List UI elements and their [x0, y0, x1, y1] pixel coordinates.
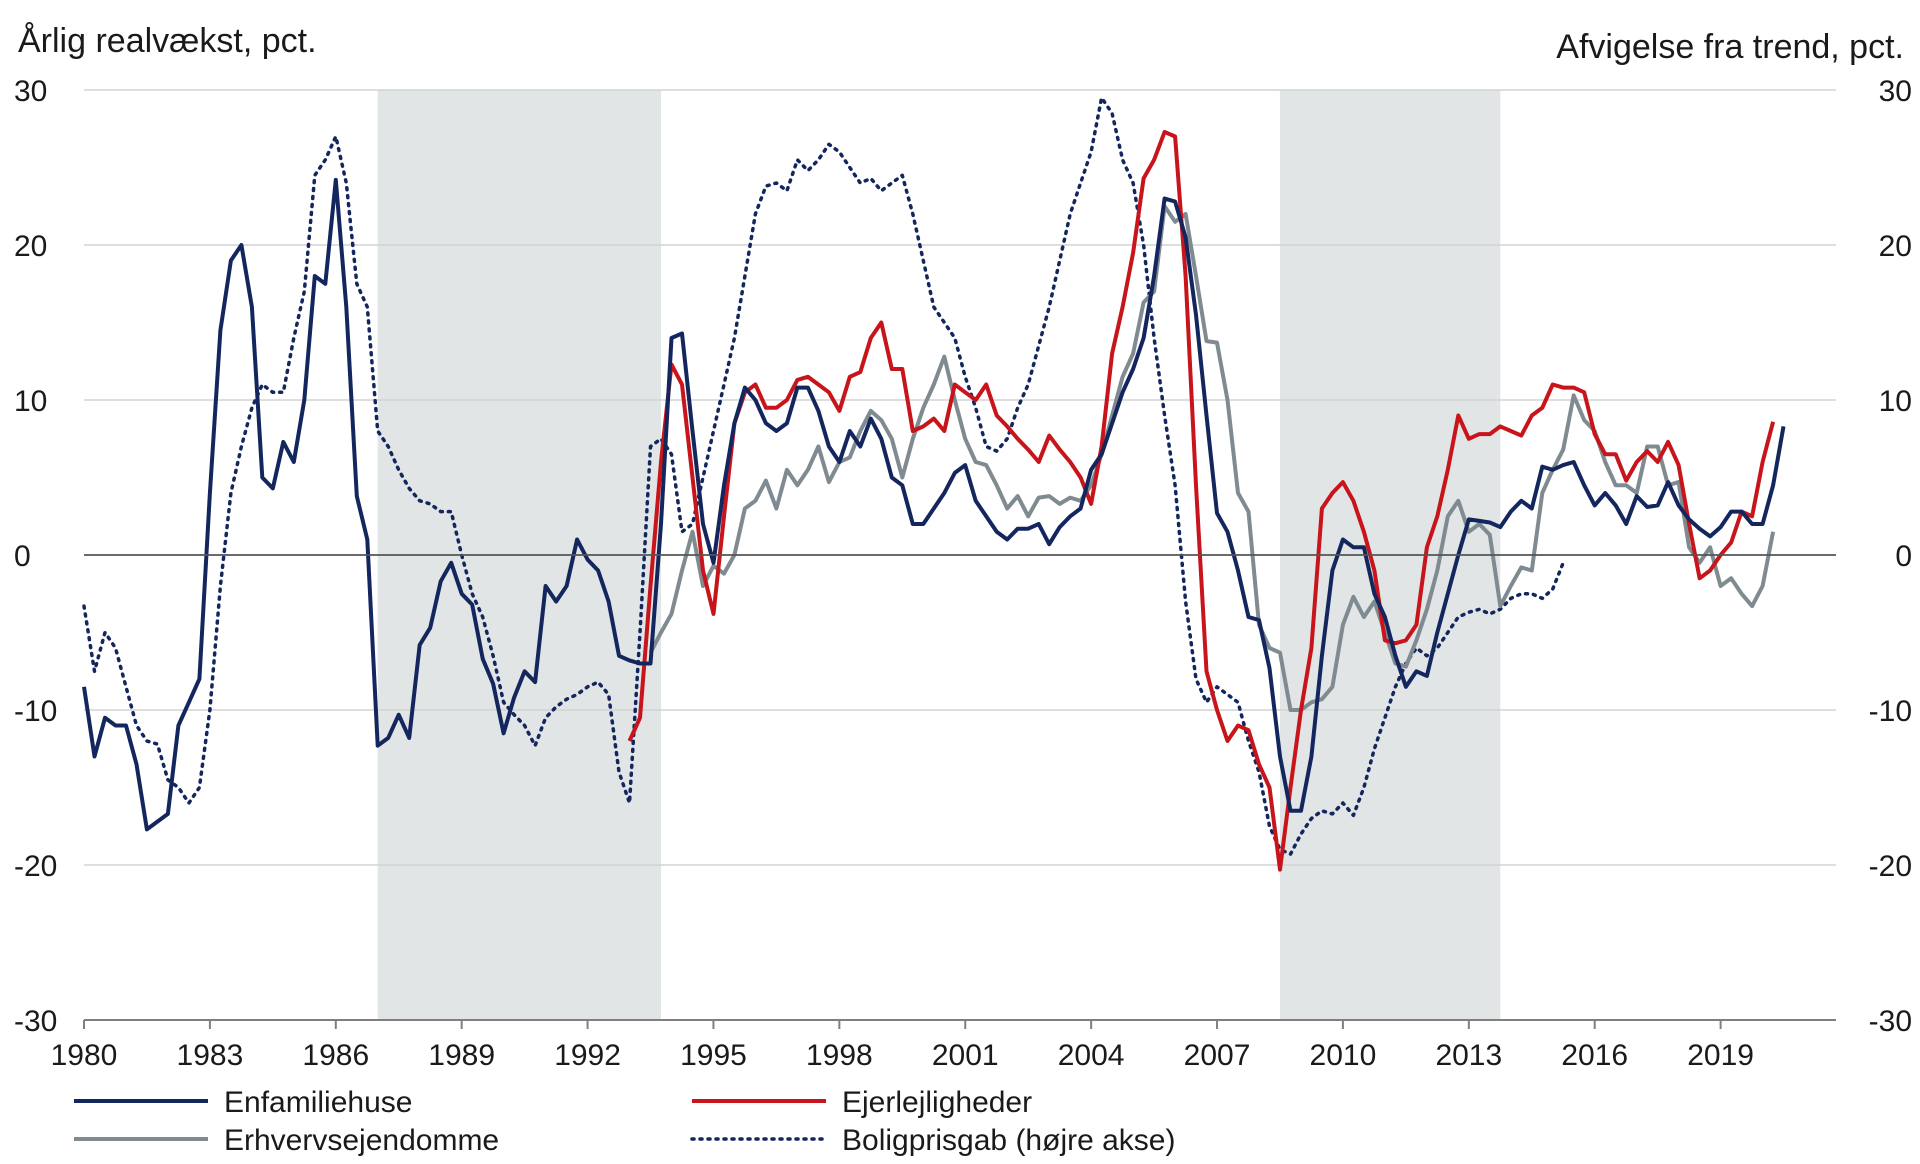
- x-tick-label: 1992: [554, 1039, 621, 1072]
- y-left-tick-label: 20: [14, 230, 47, 263]
- gridlines: [84, 89, 1836, 866]
- x-tick-label: 2019: [1687, 1039, 1754, 1072]
- series-ejerlejligheder-line: [627, 129, 1776, 872]
- x-tick-label: 2010: [1310, 1039, 1377, 1072]
- y-right-tick-label: -20: [1869, 850, 1912, 883]
- legend: Enfamiliehuse Ejerlejligheder Erhvervsejen…: [74, 1086, 1175, 1157]
- y-right-tick-label: 10: [1879, 385, 1912, 418]
- y-right-tick-label: 30: [1879, 75, 1912, 108]
- left-axis-title: Årlig realvækst, pct.: [18, 22, 317, 60]
- x-tick-label: 2013: [1435, 1039, 1502, 1072]
- y-right-tick-label: -30: [1869, 1005, 1912, 1038]
- legend-label: Boligprisgab (højre akse): [842, 1124, 1175, 1157]
- legend-label: Erhvervsejendomme: [224, 1124, 499, 1157]
- series-erhvervsejendomme-line: [648, 204, 1776, 712]
- legend-label: Enfamiliehuse: [224, 1086, 412, 1119]
- series-layer: [82, 96, 1786, 872]
- y-right-tick-label: 0: [1895, 540, 1912, 573]
- legend-label: Ejerlejligheder: [842, 1086, 1032, 1119]
- y-right-tick-label: 20: [1879, 230, 1912, 263]
- x-tick-label: 1998: [806, 1039, 873, 1072]
- x-tick-label: 2016: [1561, 1039, 1628, 1072]
- x-tick-label: 1983: [177, 1039, 244, 1072]
- x-tick-label: 2007: [1184, 1039, 1251, 1072]
- x-tick-label: 1980: [51, 1039, 118, 1072]
- right-axis-title: Afvigelse fra trend, pct.: [1556, 28, 1904, 66]
- y-left-tick-label: -30: [14, 1005, 57, 1038]
- x-tick-label: 1995: [680, 1039, 747, 1072]
- y-right-tick-label: -10: [1869, 695, 1912, 728]
- x-tick-label: 1989: [428, 1039, 495, 1072]
- x-tick-label: 2004: [1058, 1039, 1125, 1072]
- y-left-tick-label: 10: [14, 385, 47, 418]
- y-left-tick-label: 0: [14, 540, 31, 573]
- y-left-tick-label: -10: [14, 695, 57, 728]
- x-tick-label: 2001: [932, 1039, 999, 1072]
- series-enfamiliehuse-line: [82, 177, 1786, 832]
- y-left-tick-label: 30: [14, 75, 47, 108]
- x-tick-label: 1986: [302, 1039, 369, 1072]
- y-left-tick-label: -20: [14, 850, 57, 883]
- series-boligprisgab-h-jre-akse-line: [82, 96, 1565, 856]
